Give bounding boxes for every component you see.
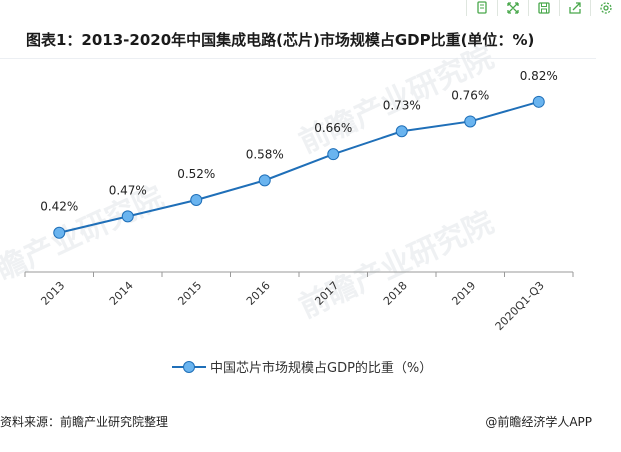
data-point: [395, 125, 408, 138]
data-label: 0.58%: [246, 147, 284, 161]
copy-icon: [477, 1, 487, 14]
x-tick-label: 2019: [449, 279, 478, 308]
expand-button[interactable]: [497, 0, 528, 16]
x-tick-label: 2017: [312, 279, 341, 308]
data-label: 0.73%: [383, 98, 421, 112]
x-tick-label: 2016: [244, 279, 273, 308]
chart-toolbar: [466, 0, 621, 16]
save-button[interactable]: [528, 0, 559, 16]
series-line: [59, 100, 540, 234]
x-tick-label: 2020Q1-Q3: [493, 279, 547, 333]
data-point: [464, 115, 477, 128]
legend-line-marker: [172, 360, 206, 373]
x-tick-label: 2013: [38, 279, 67, 308]
legend-label: 中国芯片市场规模占GDP的比重（%）: [210, 361, 433, 376]
x-tick-label: 2014: [107, 279, 136, 308]
save-icon: [538, 2, 550, 14]
expand-icon: [507, 2, 519, 14]
title-divider: [0, 58, 596, 59]
copy-button[interactable]: [466, 0, 497, 16]
data-point: [121, 210, 134, 223]
source-note: 资料来源：前瞻产业研究院整理: [0, 415, 169, 429]
data-point: [190, 194, 203, 206]
data-label: 0.42%: [40, 200, 78, 214]
chart-title: 图表1：2013-2020年中国集成电路(芯片)市场规模占GDP比重(单位：%): [26, 31, 535, 49]
chart-legend: 中国芯片市场规模占GDP的比重（%）: [172, 357, 432, 376]
data-label: 0.52%: [177, 167, 215, 181]
data-point: [258, 174, 271, 187]
share-button[interactable]: [559, 0, 590, 16]
data-label: 0.82%: [520, 69, 558, 83]
share-icon: [569, 2, 581, 14]
data-label: 0.66%: [314, 121, 352, 135]
data-label: 0.76%: [451, 88, 489, 102]
brand-credit: @前瞻经济学人APP: [485, 415, 592, 429]
data-point: [53, 226, 66, 239]
settings-icon: [600, 2, 612, 14]
data-point: [532, 95, 545, 108]
data-point: [327, 148, 340, 161]
x-tick-label: 2015: [175, 279, 204, 308]
x-tick-label: 2018: [381, 279, 410, 308]
settings-button[interactable]: [590, 0, 621, 16]
line-chart: 2013 2014 2015 2016 2017 2018 2019 2020Q1-Q3 0.4…: [24, 69, 574, 333]
data-label: 0.47%: [109, 183, 147, 197]
